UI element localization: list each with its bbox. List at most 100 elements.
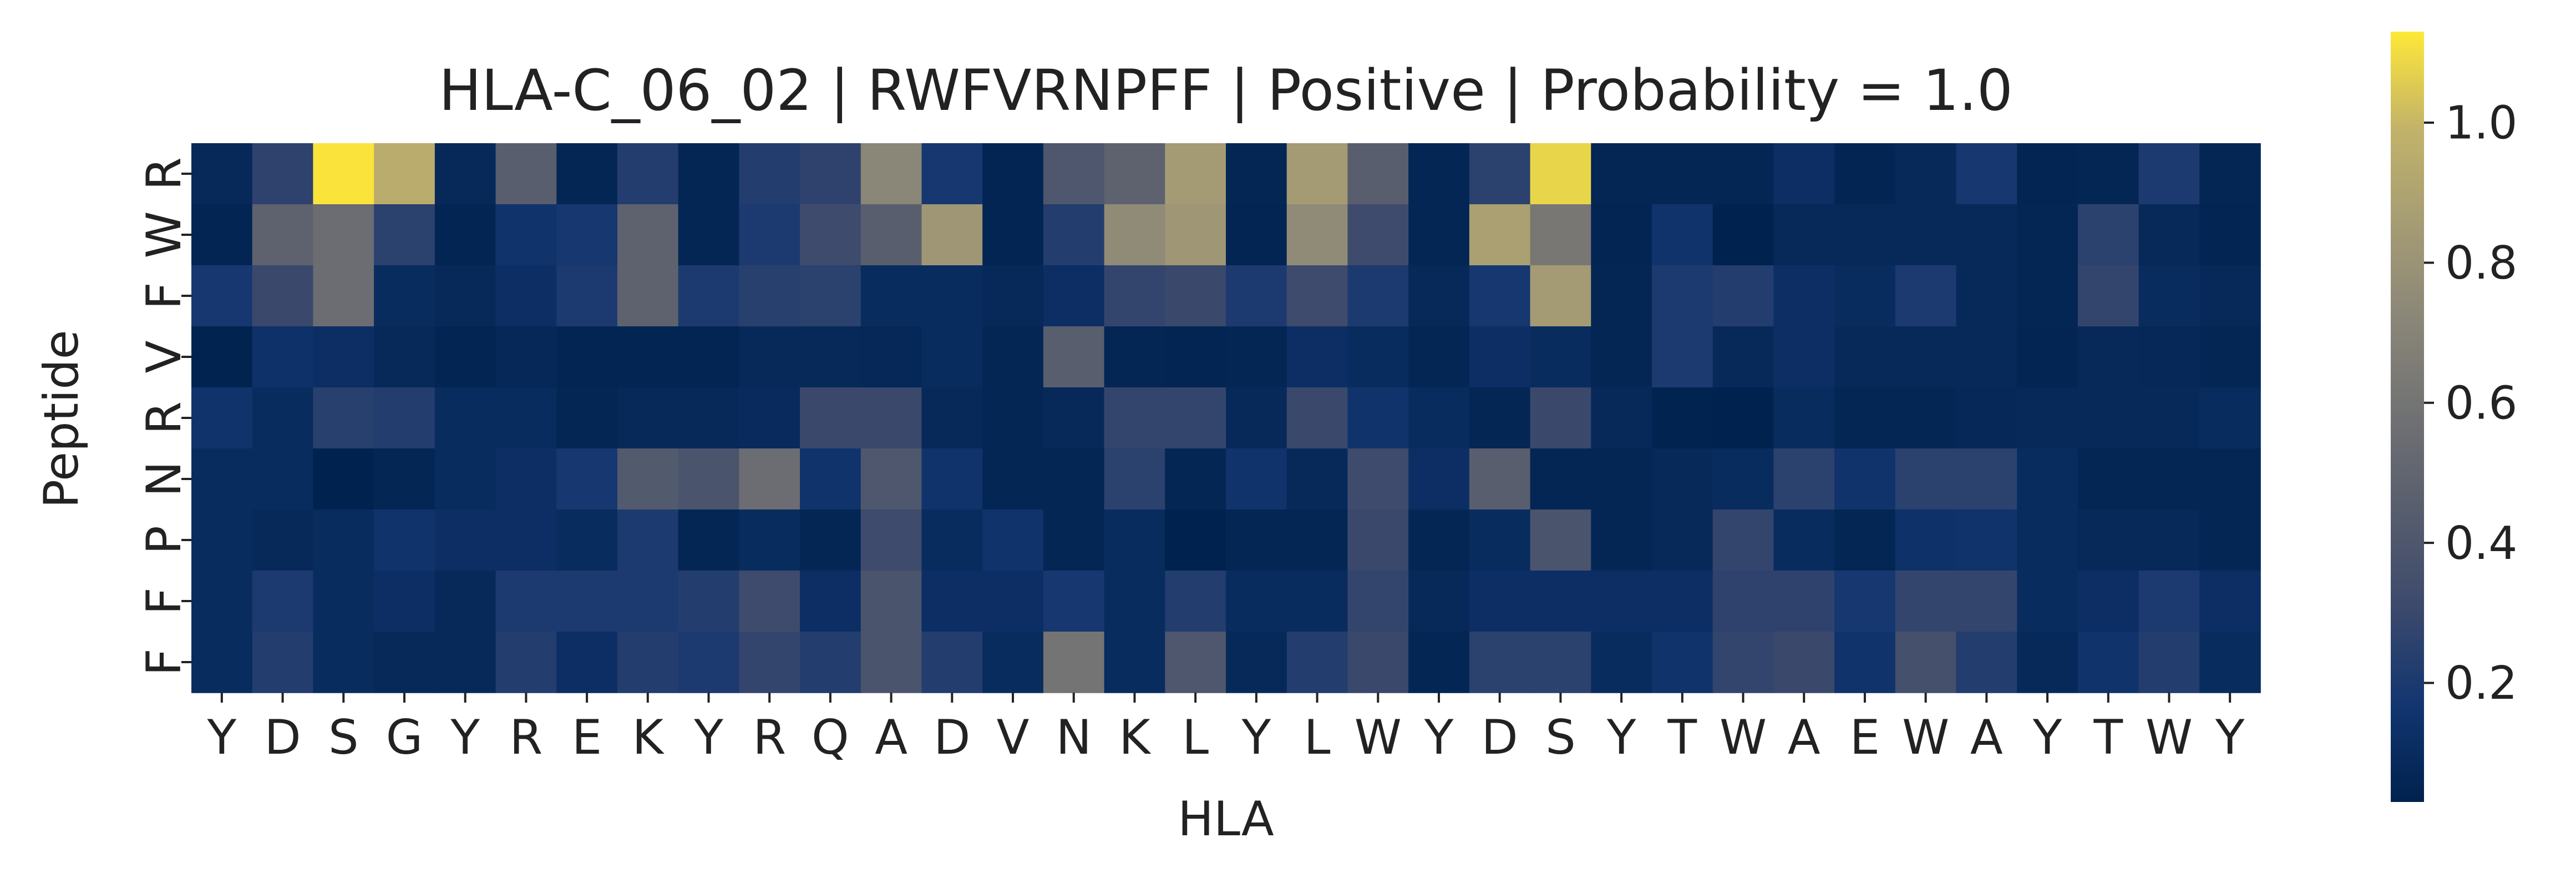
heatmap-cell	[739, 509, 800, 571]
heatmap-cell	[1165, 448, 1226, 510]
heatmap-cell	[1104, 632, 1166, 693]
heatmap-cell	[1591, 387, 1652, 449]
heatmap-cell	[1226, 204, 1287, 266]
heatmap-cell	[1165, 509, 1226, 571]
heatmap-cell	[1286, 143, 1348, 205]
heatmap-cell	[1895, 143, 1957, 205]
heatmap-cell	[1956, 326, 2017, 388]
x-tick-label: T	[1667, 710, 1697, 765]
heatmap-cell	[313, 204, 374, 266]
heatmap-cell	[556, 204, 618, 266]
heatmap-cell	[2199, 143, 2261, 205]
heatmap-cell	[860, 632, 922, 693]
heatmap-cell	[1956, 143, 2017, 205]
heatmap-cell	[1347, 204, 1409, 266]
heatmap-cell	[434, 448, 496, 510]
heatmap-cell	[1469, 509, 1531, 571]
x-tick-label: Y	[450, 710, 480, 765]
heatmap-cell	[2077, 571, 2139, 632]
heatmap-cell	[1956, 387, 2017, 449]
x-axis-label: HLA	[1178, 791, 1274, 847]
heatmap-cell	[739, 265, 800, 327]
heatmap-cell	[1043, 265, 1105, 327]
y-tick-label: R	[136, 401, 192, 435]
heatmap-cell	[1956, 448, 2017, 510]
heatmap-cell	[739, 204, 800, 266]
heatmap-cell	[1834, 387, 1896, 449]
x-tick-label: Y	[2215, 710, 2245, 765]
heatmap-cell	[1043, 326, 1105, 388]
heatmap-cell	[1591, 143, 1652, 205]
heatmap-cell	[374, 448, 435, 510]
heatmap-cell	[1226, 509, 1287, 571]
chart-title: HLA-C_06_02 | RWFVRNPFF | Positive | Pro…	[439, 58, 2013, 124]
heatmap-cell	[1895, 448, 1957, 510]
heatmap-cell	[252, 571, 314, 632]
heatmap-cell	[678, 387, 740, 449]
heatmap-cell	[1895, 326, 1957, 388]
heatmap-cell	[1956, 204, 2017, 266]
heatmap-cell	[252, 387, 314, 449]
heatmap-cell	[2199, 326, 2261, 388]
heatmap-cell	[800, 387, 861, 449]
x-tick-label: A	[1788, 710, 1821, 765]
heatmap-cell	[1286, 265, 1348, 327]
heatmap-cell	[800, 265, 861, 327]
heatmap-cell	[1651, 326, 1713, 388]
heatmap-cell	[1651, 632, 1713, 693]
x-tick-label: Y	[693, 710, 723, 765]
x-tick-label: K	[1119, 710, 1152, 765]
heatmap-cell	[1712, 204, 1774, 266]
heatmap-cell	[252, 204, 314, 266]
heatmap-cell	[2017, 448, 2078, 510]
heatmap-cell	[1347, 571, 1409, 632]
x-tick-label: N	[1056, 710, 1092, 765]
heatmap-cell	[1895, 204, 1957, 266]
heatmap-cell	[434, 326, 496, 388]
heatmap-cell	[313, 143, 374, 205]
heatmap-cell	[800, 326, 861, 388]
heatmap-cell	[2138, 143, 2200, 205]
heatmap-cell	[191, 204, 253, 266]
heatmap-cell	[1347, 143, 1409, 205]
heatmap-cell	[2017, 326, 2078, 388]
heatmap-cell	[252, 326, 314, 388]
heatmap-cell	[800, 204, 861, 266]
heatmap-cell	[556, 509, 618, 571]
heatmap-cell	[556, 265, 618, 327]
heatmap-cell	[1165, 265, 1226, 327]
x-tick-label: R	[509, 710, 542, 765]
heatmap-cell	[1347, 387, 1409, 449]
heatmap-cell	[982, 571, 1044, 632]
heatmap-cell	[1834, 326, 1896, 388]
heatmap-cell	[2199, 265, 2261, 327]
heatmap-cell	[2199, 387, 2261, 449]
heatmap-cell	[678, 326, 740, 388]
heatmap-cell	[1530, 143, 1592, 205]
heatmap-cell	[374, 204, 435, 266]
heatmap-cell	[1591, 509, 1652, 571]
heatmap-cell	[1773, 571, 1835, 632]
heatmap-cell	[1226, 632, 1287, 693]
heatmap-cell	[1773, 632, 1835, 693]
heatmap-cell	[2138, 265, 2200, 327]
heatmap-cell	[1895, 632, 1957, 693]
heatmap-cell	[1773, 143, 1835, 205]
heatmap-cell	[1043, 143, 1105, 205]
heatmap-cell	[434, 143, 496, 205]
heatmap-cell	[191, 509, 253, 571]
x-tick-label: L	[1182, 710, 1209, 765]
heatmap-cell	[678, 265, 740, 327]
heatmap-cell	[678, 143, 740, 205]
x-tick-label: D	[264, 710, 301, 765]
heatmap-cell	[1712, 265, 1774, 327]
heatmap-cell	[982, 265, 1044, 327]
x-tick-label: W	[2146, 710, 2193, 765]
heatmap-cell	[313, 387, 374, 449]
heatmap-cell	[434, 632, 496, 693]
heatmap-cell	[1530, 265, 1592, 327]
heatmap-cell	[2077, 509, 2139, 571]
heatmap-cell	[1712, 571, 1774, 632]
heatmap-cell	[1712, 632, 1774, 693]
